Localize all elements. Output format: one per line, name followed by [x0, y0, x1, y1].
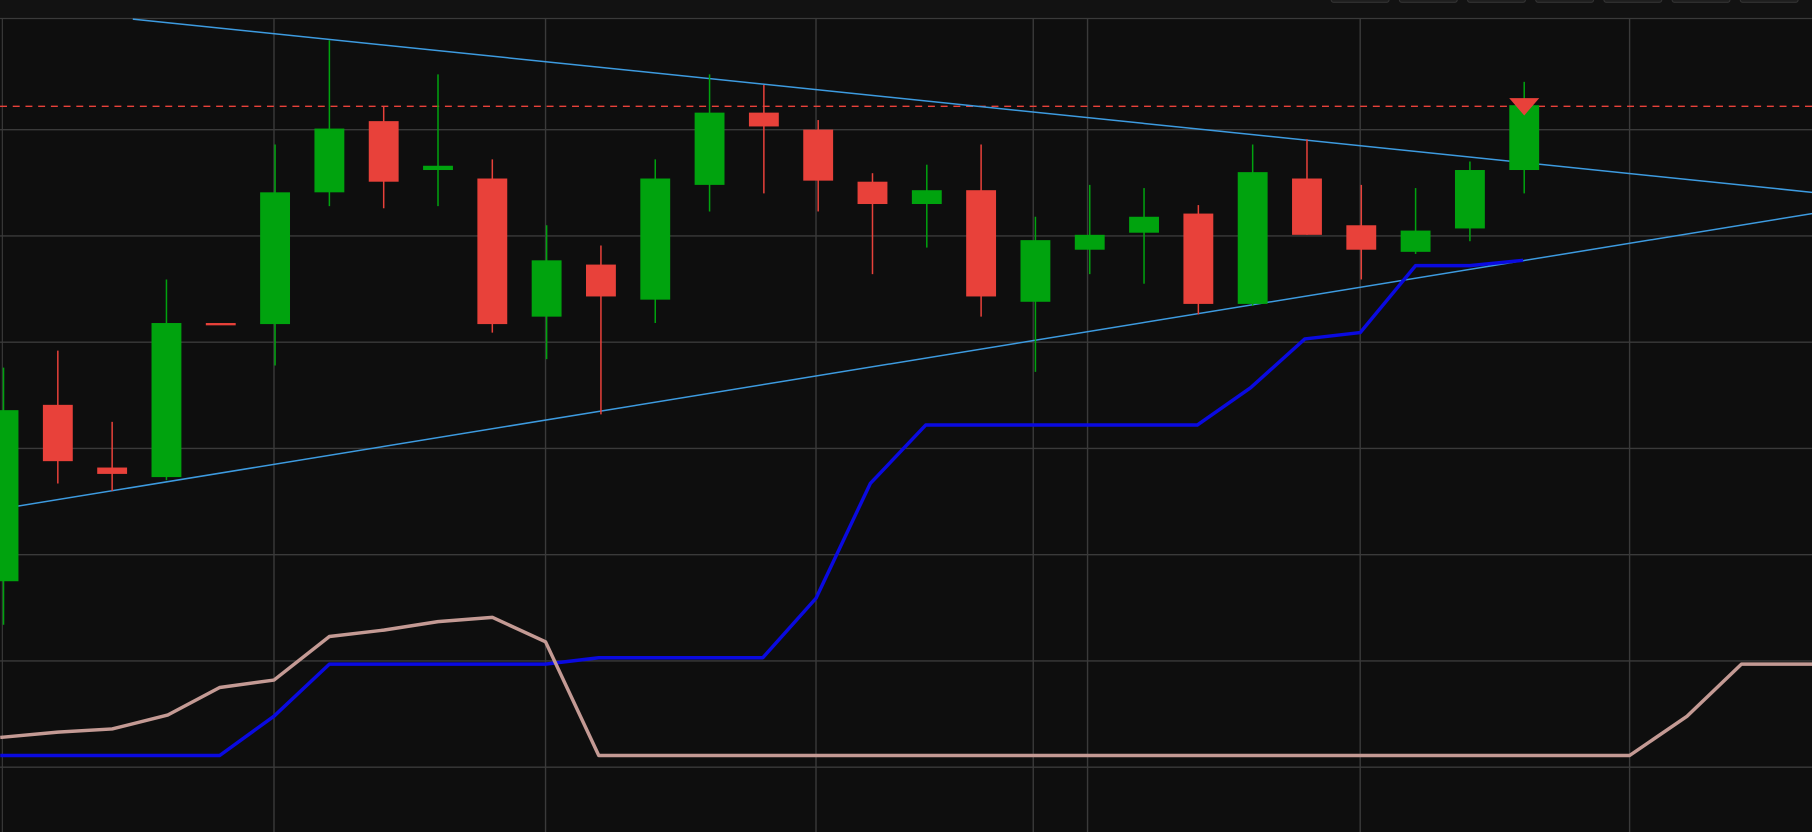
toolbar-button[interactable] — [1398, 0, 1458, 3]
toolbar-button[interactable] — [1535, 0, 1595, 3]
candle-body — [1509, 105, 1540, 171]
candle-body — [966, 190, 997, 297]
toolbar-button[interactable] — [1671, 0, 1731, 3]
candle-body — [640, 178, 671, 300]
candle-body — [531, 260, 562, 317]
candle-body — [42, 404, 73, 462]
indicator-line — [0, 615, 1812, 758]
signal-marker — [1509, 98, 1540, 116]
candle-body — [694, 112, 725, 185]
toolbar-button[interactable] — [1603, 0, 1663, 3]
indicator-line — [0, 258, 1524, 758]
candle-body — [911, 190, 942, 205]
candle-body — [1183, 213, 1214, 304]
toolbar — [0, 0, 1812, 19]
candle-body — [748, 112, 779, 127]
candle-body — [803, 129, 834, 181]
candle-body — [314, 128, 345, 193]
candle-body — [1454, 170, 1485, 229]
candle-body — [1346, 225, 1377, 250]
candle-body — [477, 178, 508, 325]
candle-body — [205, 323, 236, 326]
candle-body — [1237, 172, 1268, 304]
candle-body — [97, 467, 128, 474]
candle-body — [586, 264, 616, 297]
toolbar-button[interactable] — [1330, 0, 1390, 3]
candle-body — [1400, 230, 1431, 252]
candle-body — [0, 410, 19, 582]
candle-body — [260, 192, 291, 325]
candle-body — [151, 323, 182, 478]
toolbar-button[interactable] — [1467, 0, 1526, 3]
toolbar-button[interactable] — [1739, 0, 1799, 3]
candle-body — [423, 165, 453, 171]
candle-body — [857, 181, 888, 205]
candle-body — [1129, 216, 1159, 233]
candle-body — [1292, 178, 1322, 235]
candle-body — [1020, 240, 1051, 302]
candle-body — [1074, 234, 1105, 250]
candle-body — [368, 121, 399, 182]
toolbar-buttons — [1330, 0, 1799, 3]
